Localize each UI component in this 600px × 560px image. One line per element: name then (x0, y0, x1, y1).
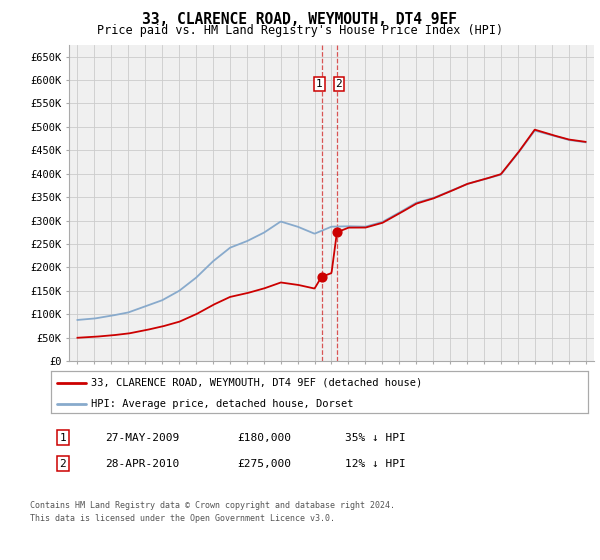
Text: 28-APR-2010: 28-APR-2010 (105, 459, 179, 469)
Point (317, 272, 326, 281)
Text: £180,000: £180,000 (237, 433, 291, 443)
Text: HPI: Average price, detached house, Dorset: HPI: Average price, detached house, Dors… (91, 399, 354, 409)
Text: Contains HM Land Registry data © Crown copyright and database right 2024.: Contains HM Land Registry data © Crown c… (30, 501, 395, 510)
Text: 1: 1 (59, 433, 67, 443)
Text: 2: 2 (335, 80, 343, 90)
Text: £275,000: £275,000 (237, 459, 291, 469)
Text: 2: 2 (59, 459, 67, 469)
Point (332, 228, 342, 237)
Text: 33, CLARENCE ROAD, WEYMOUTH, DT4 9EF (detached house): 33, CLARENCE ROAD, WEYMOUTH, DT4 9EF (de… (91, 377, 422, 388)
Text: Price paid vs. HM Land Registry's House Price Index (HPI): Price paid vs. HM Land Registry's House … (97, 24, 503, 37)
Text: 35% ↓ HPI: 35% ↓ HPI (345, 433, 406, 443)
Text: 27-MAY-2009: 27-MAY-2009 (105, 433, 179, 443)
Text: 33, CLARENCE ROAD, WEYMOUTH, DT4 9EF: 33, CLARENCE ROAD, WEYMOUTH, DT4 9EF (143, 12, 458, 27)
Text: This data is licensed under the Open Government Licence v3.0.: This data is licensed under the Open Gov… (30, 514, 335, 523)
Text: 1: 1 (316, 80, 323, 90)
Text: 12% ↓ HPI: 12% ↓ HPI (345, 459, 406, 469)
